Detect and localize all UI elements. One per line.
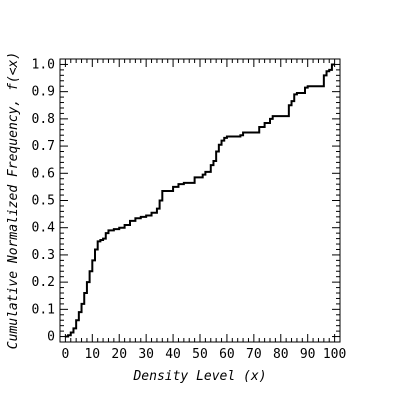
y-tick-label: 0.5 [32, 194, 55, 209]
x-tick-label: 20 [111, 347, 127, 362]
tick-labels: 0 10 20 30 40 50 60 70 80 90 100 0 0.1 0.2 0.3 0.4 0.5 0.… [32, 57, 347, 362]
y-tick-label: 1.0 [32, 57, 55, 72]
x-tick-label: 100 [323, 347, 346, 362]
x-tick-label: 90 [300, 347, 316, 362]
y-tick-label: 0.3 [32, 248, 55, 263]
x-tick-label: 0 [61, 347, 69, 362]
plot-frame [59, 58, 341, 343]
axis-ticks [60, 59, 340, 342]
y-tick-label: 0.9 [32, 85, 55, 100]
x-tick-label: 80 [273, 347, 289, 362]
series-line [65, 63, 335, 338]
series-layer [65, 63, 335, 338]
y-tick-label: 0.6 [32, 166, 55, 181]
y-tick-label: 0 [47, 330, 55, 345]
y-tick-label: 0.1 [32, 302, 55, 317]
y-axis-title: Cumulative Normalized Frequency, f(<x) [6, 52, 21, 349]
y-tick-label: 0.2 [32, 275, 55, 290]
y-tick-label: 0.8 [32, 112, 55, 127]
x-tick-label: 30 [138, 347, 154, 362]
x-tick-label: 50 [192, 347, 208, 362]
y-tick-label: 0.7 [32, 139, 55, 154]
x-tick-label: 70 [246, 347, 262, 362]
y-tick-label: 0.4 [32, 221, 56, 236]
x-tick-label: 10 [84, 347, 100, 362]
x-axis-title: Density Level (x) [132, 369, 266, 384]
x-tick-label: 40 [165, 347, 181, 362]
x-tick-label: 60 [219, 347, 235, 362]
